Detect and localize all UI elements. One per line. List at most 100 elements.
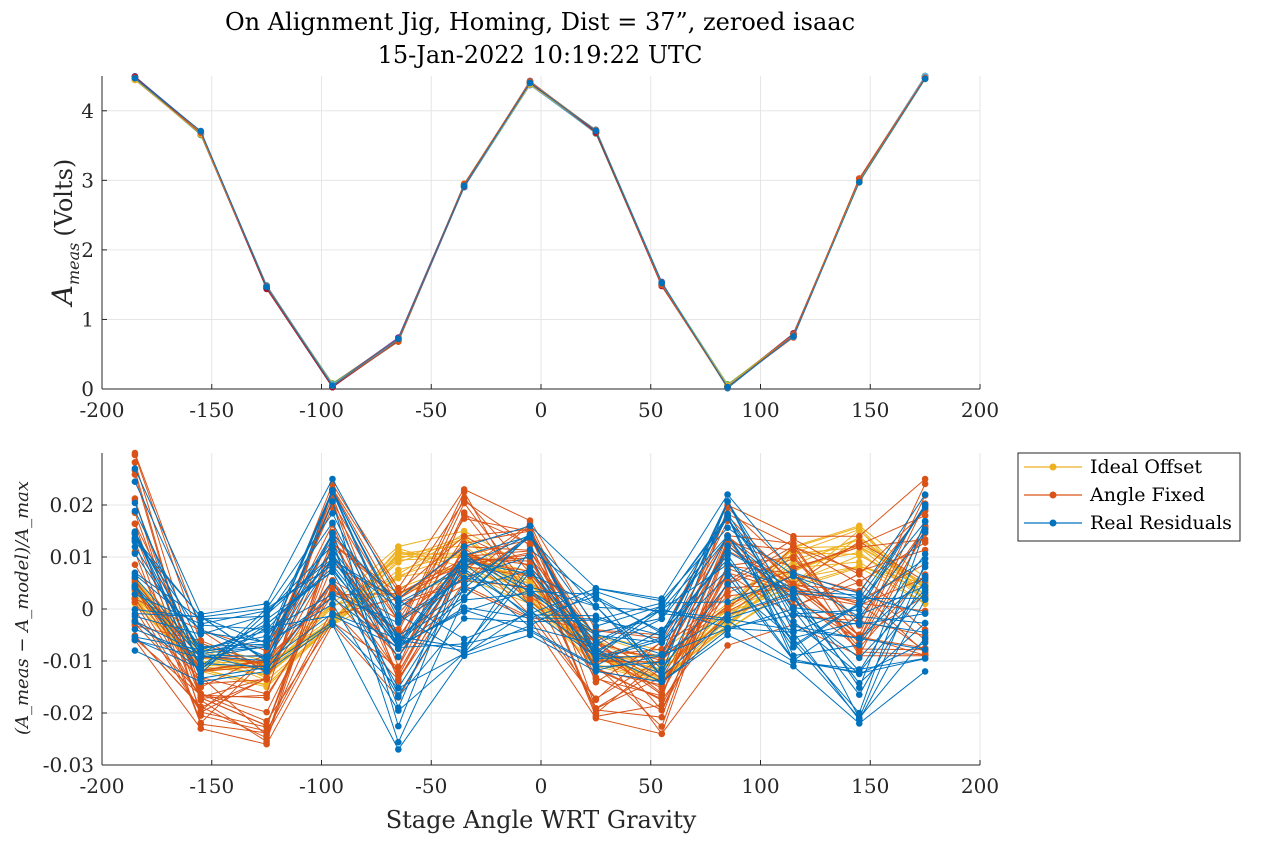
residual-point: [329, 510, 336, 517]
residual-point: [460, 640, 468, 648]
residual-point: [263, 653, 270, 660]
top-point: [724, 383, 731, 391]
residual-point: [855, 580, 863, 587]
residual-point: [263, 674, 270, 682]
bottom-axes: -200 -150 -100 -50 0 50 100 150 200 -0.03 -0.02 -0.…: [43, 449, 999, 798]
residual-point: [724, 624, 731, 632]
residual-point: [921, 639, 929, 646]
top-trace: [134, 77, 926, 388]
residual-point: [131, 569, 139, 577]
residual-point: [131, 618, 139, 625]
residual-point: [790, 564, 797, 572]
residual-point: [592, 629, 600, 637]
residual-point: [790, 594, 797, 602]
residual-point: [855, 543, 863, 551]
y-tick-label: -0.01: [43, 649, 94, 673]
residual-point: [395, 632, 402, 640]
top-point: [921, 75, 929, 83]
residual-point: [658, 597, 666, 605]
residual-point: [921, 555, 929, 563]
residual-point: [131, 459, 139, 466]
residual-point: [131, 478, 139, 486]
residual-point: [395, 704, 402, 712]
residual-point: [592, 696, 600, 704]
residual-point: [724, 580, 731, 588]
top-ylabel: Ameas (Volts): [46, 159, 83, 309]
residual-point: [724, 642, 731, 649]
residual-point: [263, 605, 270, 612]
residual-point: [658, 730, 666, 738]
residual-point: [724, 532, 731, 540]
residual-point: [790, 572, 797, 579]
residual-point: [658, 651, 666, 659]
top-point: [855, 178, 863, 186]
residual-point: [592, 592, 600, 600]
residual-point: [658, 696, 666, 704]
residual-point: [460, 574, 468, 582]
residual-point: [592, 585, 600, 592]
x-tick-label: -50: [415, 774, 447, 798]
top-trace: [134, 78, 926, 387]
residual-point: [921, 576, 929, 583]
top-point: [395, 335, 402, 343]
residual-point: [921, 589, 929, 596]
residual-point: [526, 546, 534, 553]
top-trace: [134, 77, 926, 389]
residual-point: [724, 498, 731, 505]
residual-point: [197, 666, 205, 674]
residual-point: [790, 658, 797, 665]
y-tick-label: 0.02: [49, 493, 94, 517]
residual-point: [855, 613, 863, 621]
residual-point: [921, 512, 929, 519]
x-tick-label: 100: [741, 398, 779, 422]
residual-point: [329, 498, 336, 505]
residual-point: [724, 592, 731, 600]
residual-point: [131, 538, 139, 546]
residual-point: [921, 655, 929, 662]
residual-point: [790, 605, 797, 613]
residual-point: [855, 558, 863, 566]
residual-point: [263, 612, 270, 620]
residual-point: [329, 486, 336, 494]
residual-point: [921, 501, 929, 508]
residual-point: [921, 668, 929, 675]
residual-point: [921, 475, 929, 483]
residual-point: [855, 591, 863, 599]
chart-title-line2: 15-Jan-2022 10:19:22 UTC: [377, 41, 703, 69]
residual-point: [592, 603, 600, 611]
top-trace: [134, 77, 926, 389]
top-ylabel-sub: meas: [64, 243, 83, 285]
residual-point: [460, 580, 468, 588]
residual-point: [658, 691, 666, 698]
top-point: [131, 74, 139, 82]
residual-point: [131, 584, 139, 592]
residual-point: [921, 610, 929, 617]
residual-point: [724, 561, 731, 568]
x-tick-label: 50: [638, 774, 663, 798]
top-axes: -200 -150 -100 -50 0 50 100 150 200 0 1 2 3 4: [80, 72, 999, 422]
residual-point: [724, 512, 731, 519]
x-tick-label: -200: [80, 774, 125, 798]
residual-point: [460, 587, 468, 594]
residual-point: [592, 675, 600, 682]
top-point: [592, 127, 600, 135]
residual-point: [526, 578, 534, 585]
residual-point: [131, 520, 139, 528]
residual-point: [395, 693, 402, 701]
residual-point: [131, 561, 139, 569]
residual-point: [329, 475, 336, 483]
top-trace: [134, 76, 926, 388]
residual-point: [855, 527, 863, 534]
residual-point: [724, 566, 731, 574]
top-trace: [134, 75, 926, 387]
residual-point: [329, 561, 336, 569]
top-trace: [134, 76, 926, 388]
residual-point: [790, 618, 797, 625]
y-tick-label: 1: [81, 307, 94, 331]
top-trace: [134, 75, 926, 388]
residual-point: [263, 722, 270, 729]
residual-point: [131, 625, 139, 633]
residual-point: [197, 708, 205, 716]
residual-point: [855, 571, 863, 578]
